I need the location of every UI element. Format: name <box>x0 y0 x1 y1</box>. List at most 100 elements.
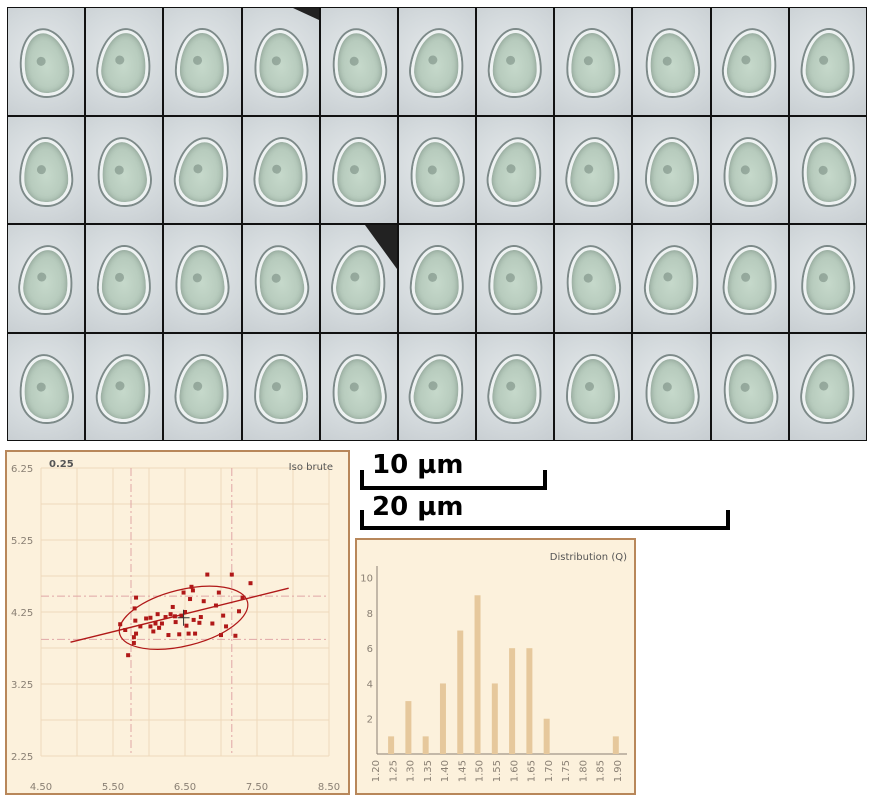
histogram-bar <box>491 683 498 754</box>
histogram-bar <box>439 683 446 754</box>
data-point <box>201 599 206 604</box>
x-tick-label: 1.65 <box>527 760 538 782</box>
spore <box>250 243 311 317</box>
x-tick-label: 1.40 <box>440 760 451 782</box>
spore-cell <box>477 116 554 223</box>
spore <box>797 135 859 209</box>
spore <box>94 352 155 426</box>
spore <box>723 246 777 315</box>
y-tick-label: 4 <box>367 679 373 690</box>
spore <box>564 244 623 317</box>
spore <box>484 135 546 209</box>
spore-cell <box>789 333 866 440</box>
data-point <box>159 621 164 626</box>
data-point <box>205 572 210 577</box>
spore-cell <box>242 8 319 115</box>
data-point <box>181 590 186 595</box>
scale-bar-10 <box>360 470 547 490</box>
data-point <box>148 615 153 620</box>
data-point <box>172 614 177 619</box>
corner-triangle <box>292 8 319 20</box>
spore-cell <box>789 225 866 332</box>
spore-cell <box>8 8 85 115</box>
data-point <box>155 612 160 617</box>
data-point <box>163 615 168 620</box>
data-point <box>248 581 253 586</box>
spore <box>98 246 150 314</box>
data-point <box>216 590 221 595</box>
data-point <box>170 604 175 609</box>
y-tick-label: 6 <box>367 644 373 655</box>
spore-cell <box>711 333 788 440</box>
data-point <box>166 633 171 638</box>
confidence-ellipse <box>118 585 249 650</box>
spore-cell <box>8 225 85 332</box>
histogram-title: Distribution (Q) <box>550 552 627 563</box>
x-tick-label: 1.70 <box>544 760 555 782</box>
data-point <box>179 613 184 618</box>
histogram-bar <box>509 648 516 754</box>
data-point <box>198 615 203 620</box>
spore-image-mosaic <box>7 7 867 441</box>
spore <box>15 26 77 101</box>
spore-cell <box>398 8 476 115</box>
spore <box>643 353 700 424</box>
histogram-bar <box>474 595 481 754</box>
x-tick-label: 8.50 <box>318 782 340 793</box>
spore <box>488 246 542 315</box>
spore-cell <box>398 225 476 332</box>
spore <box>801 246 855 315</box>
spore-cell <box>477 8 554 115</box>
spore <box>255 355 307 423</box>
histogram-bar <box>612 736 619 754</box>
histogram-bar <box>405 701 412 754</box>
data-point <box>144 616 149 621</box>
data-point <box>168 612 173 617</box>
spore <box>642 27 701 100</box>
histogram-bar <box>543 718 550 754</box>
histogram-bar <box>526 648 533 754</box>
x-tick-label: 1.20 <box>371 760 382 782</box>
data-point <box>131 635 136 640</box>
spore-cell <box>789 8 866 115</box>
x-tick-label: 1.25 <box>388 760 399 782</box>
spore-cell <box>398 333 476 440</box>
scale-bar-20-label: 20 µm <box>372 492 464 522</box>
spore <box>646 138 697 205</box>
y-tick-label: 2 <box>367 715 373 726</box>
data-point <box>133 618 138 623</box>
spore-cell <box>477 333 554 440</box>
x-tick-label: 6.50 <box>174 782 196 793</box>
spore-cell <box>86 8 163 115</box>
spore <box>17 353 75 425</box>
x-tick-label: 1.55 <box>492 760 503 782</box>
x-tick-label: 4.50 <box>30 782 52 793</box>
spore-cell <box>633 225 710 332</box>
spore-cell <box>8 116 85 223</box>
data-point <box>126 653 131 658</box>
x-tick-label: 1.80 <box>578 760 589 782</box>
spore-cell <box>711 116 788 223</box>
scale-bar-20 <box>360 510 730 530</box>
data-point <box>219 633 223 638</box>
spore <box>253 137 308 207</box>
spore-cell <box>633 8 710 115</box>
spore <box>408 136 466 208</box>
spore <box>565 136 622 207</box>
spore <box>410 246 464 315</box>
data-point <box>148 624 153 629</box>
y-tick-label: 10 <box>360 574 373 585</box>
spore-cell <box>711 225 788 332</box>
spore <box>175 354 230 424</box>
x-tick-label: 1.35 <box>423 760 434 782</box>
data-point <box>224 624 229 629</box>
spore <box>721 136 778 207</box>
data-point <box>229 572 234 577</box>
data-point <box>191 617 196 622</box>
corner-value-label: 0.25 <box>49 459 74 470</box>
data-point <box>134 595 139 600</box>
spore-cell <box>398 116 476 223</box>
spore-cell <box>164 333 241 440</box>
x-tick-label: 1.45 <box>457 760 468 782</box>
spore <box>19 138 73 206</box>
